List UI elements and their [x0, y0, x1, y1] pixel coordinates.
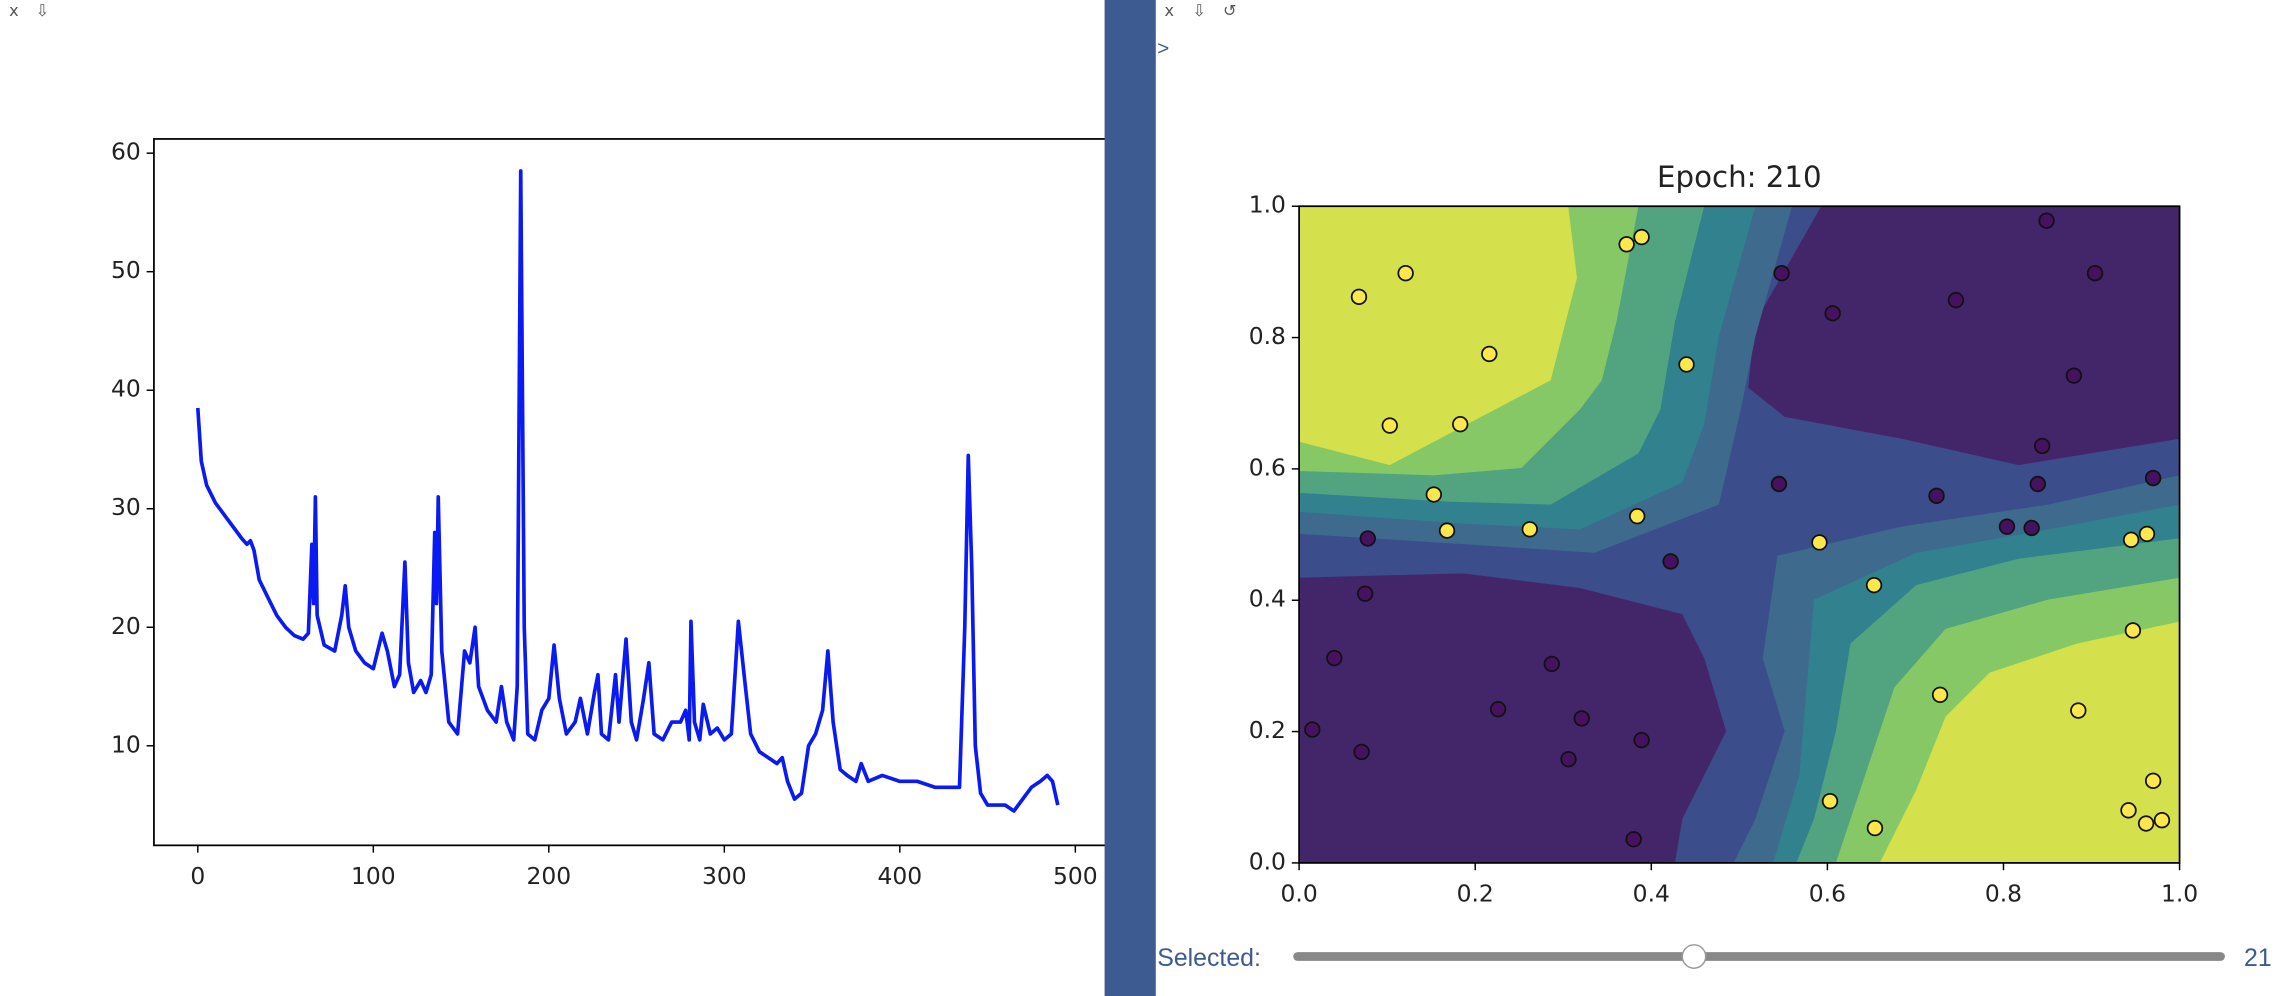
scatter-point: [2144, 469, 2162, 487]
scatter-point: [2137, 815, 2155, 832]
scatter-point: [1304, 721, 1321, 738]
scatter-point: [1452, 416, 1469, 433]
scatter-point: [1633, 228, 1650, 246]
scatter-point: [1618, 236, 1635, 253]
y-tick-label: 0.0: [1249, 847, 1286, 875]
plot-frame: [1298, 205, 2181, 864]
scatter-point: [2153, 812, 2171, 829]
close-button[interactable]: x: [1165, 1, 1175, 20]
x-tick-label: 1.0: [2161, 880, 2198, 908]
scatter-point: [1678, 356, 1695, 373]
scatter-point: [1998, 518, 2016, 535]
y-tick-label: 0.4: [1249, 585, 1286, 613]
contour-field: [1299, 206, 2180, 863]
slider-handle[interactable]: [1681, 944, 1707, 969]
slider-label: Selected:: [1157, 944, 1261, 972]
scatter-point: [1865, 576, 1883, 594]
scatter-point: [2023, 519, 2040, 537]
y-tick-label: 60: [111, 138, 141, 166]
x-tick-label: 0.8: [1985, 880, 2022, 908]
scatter-point: [1662, 553, 1679, 570]
scatter-point: [1629, 507, 1646, 525]
scatter-point: [1489, 701, 1507, 718]
scatter-point: [1811, 534, 1828, 551]
scatter-point: [1359, 530, 1376, 547]
scatter-point: [1353, 743, 1370, 761]
scatter-point: [2034, 437, 2051, 455]
scatter-point: [1521, 521, 1538, 538]
scatter-point: [1438, 522, 1456, 539]
x-tick-label: 0.4: [1633, 880, 1670, 908]
scatter-point: [1625, 831, 1642, 848]
scatter-point: [2120, 802, 2137, 819]
scatter-point: [1928, 487, 1945, 505]
scatter-point: [1356, 585, 1374, 602]
prompt: >: [1157, 37, 1169, 60]
scatter-point: [2144, 772, 2162, 790]
y-tick-label: 0.6: [1249, 453, 1286, 481]
reset-button[interactable]: ↺: [1223, 1, 1236, 20]
scatter-point: [1773, 265, 1790, 282]
ui-chrome: x ⇩ ↺ > Selected: 21: [1104, 0, 2272, 996]
scatter-point: [2138, 525, 2156, 543]
scatter-point: [1821, 792, 1839, 810]
scatter-point: [2122, 531, 2140, 549]
scatter-point: [2065, 367, 2083, 384]
scatter-point: [2029, 475, 2047, 493]
y-tick-label: 40: [111, 375, 141, 403]
scatter-point: [1397, 265, 1414, 282]
scatter-point: [1931, 686, 1949, 703]
scatter-point: [1543, 655, 1560, 673]
slider-track[interactable]: [1293, 952, 2225, 961]
scatter-point: [1633, 731, 1650, 749]
chart-title: Epoch: 210: [1657, 160, 1822, 194]
contour-level: [1879, 621, 2180, 863]
x-tick-label: 0: [190, 862, 205, 890]
x-tick-label: 0.2: [1457, 880, 1494, 908]
y-tick-label: 10: [111, 730, 141, 758]
divider-bar: [1104, 0, 1156, 996]
line-series: [195, 169, 1060, 813]
y-tick-label: 20: [111, 612, 141, 640]
y-tick-label: 0.8: [1249, 322, 1286, 350]
x-tick-label: 0.0: [1281, 880, 1318, 908]
scatter-point: [1425, 486, 1443, 503]
scatter-point: [1381, 417, 1398, 434]
scatter-point: [1866, 819, 1884, 837]
scatter-point: [1824, 305, 1841, 322]
x-tick-label: 500: [1053, 862, 1098, 890]
scatter-point: [1770, 475, 1788, 493]
left-panel: x ⇩ 0 100 200 300 400 500 10 20 30 40 50 60: [9, 1, 1129, 890]
x-tick-label: 300: [702, 862, 747, 890]
download-button[interactable]: ⇩: [35, 1, 48, 20]
y-tick-label: 0.2: [1249, 716, 1286, 744]
x-tick-label: 0.6: [1809, 880, 1846, 908]
download-button[interactable]: ⇩: [1192, 1, 1205, 20]
scatter-point: [1573, 710, 1590, 727]
plot-frame: [153, 138, 1129, 847]
contour-level: [1299, 573, 1727, 863]
x-tick-label: 100: [351, 862, 396, 890]
scatter-point: [2124, 622, 2142, 639]
scatter-point: [2038, 212, 2055, 229]
x-tick-label: 200: [526, 862, 571, 890]
scatter-point: [1326, 649, 1343, 667]
scatter-point: [2086, 265, 2104, 282]
scatter-point: [1481, 345, 1498, 363]
x-tick-label: 400: [878, 862, 923, 890]
y-tick-label: 50: [111, 256, 141, 284]
scatter-point: [1560, 750, 1577, 768]
slider-value: 21: [2244, 944, 2272, 972]
close-button[interactable]: x: [9, 1, 19, 20]
right-panel: 0.0 0.2 0.4 0.6 0.8 1.0 0.0 0.2 0.4 0.6 0.8 1.0 Epoc…: [1249, 160, 2198, 908]
contour-level: [1299, 206, 1577, 466]
contour-level: [1748, 206, 2180, 466]
y-tick-label: 30: [111, 493, 141, 521]
scatter-point: [1350, 288, 1368, 306]
scatter-point: [1947, 291, 1965, 309]
scatter-point: [2070, 702, 2087, 719]
y-tick-label: 1.0: [1249, 191, 1286, 219]
